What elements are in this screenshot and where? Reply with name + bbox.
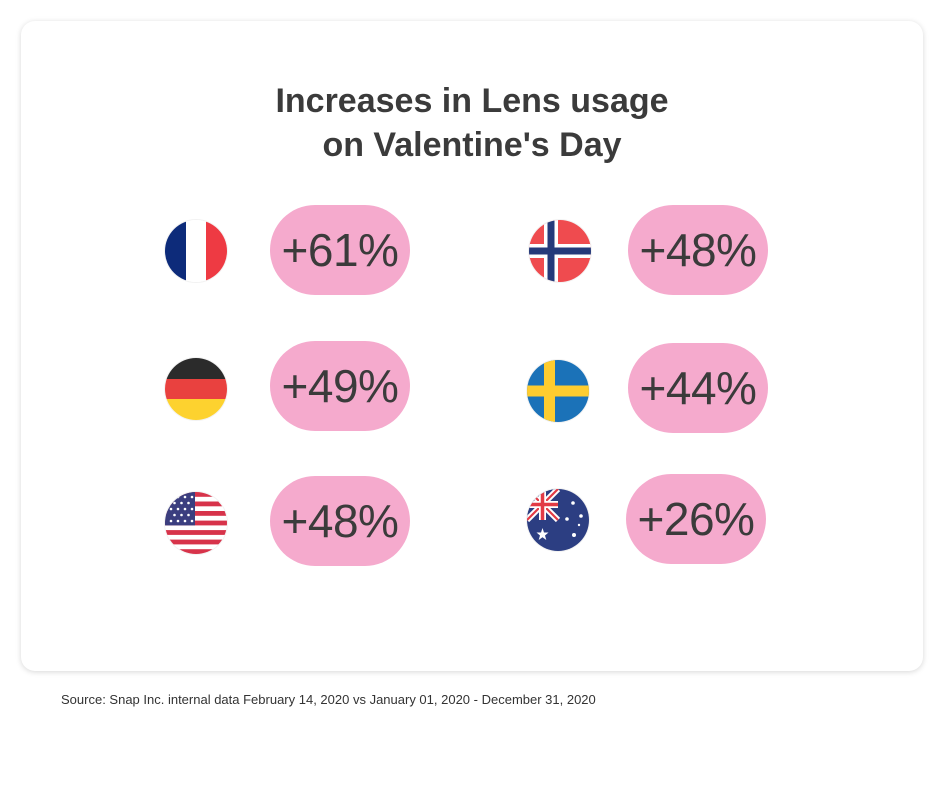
australia-flag-icon [527, 489, 589, 551]
source-note: Source: Snap Inc. internal data February… [61, 692, 596, 707]
norway-flag-icon [529, 220, 591, 282]
value-pill-france: +61% [270, 205, 410, 295]
chart-title: Increases in Lens usage on Valentine's D… [21, 79, 923, 167]
value-pill-sweden: +44% [628, 343, 768, 433]
chart-title-line-1: Increases in Lens usage [275, 82, 669, 120]
value-pill-norway: +48% [628, 205, 768, 295]
value-pill-germany: +49% [270, 341, 410, 431]
chart-card: Increases in Lens usage on Valentine's D… [21, 21, 923, 671]
sweden-flag-icon [527, 360, 589, 422]
usa-flag-icon [165, 492, 227, 554]
chart-title-line-2: on Valentine's Day [322, 126, 622, 164]
value-pill-australia: +26% [626, 474, 766, 564]
france-flag-icon [165, 220, 227, 282]
value-pill-usa: +48% [270, 476, 410, 566]
germany-flag-icon [165, 358, 227, 420]
